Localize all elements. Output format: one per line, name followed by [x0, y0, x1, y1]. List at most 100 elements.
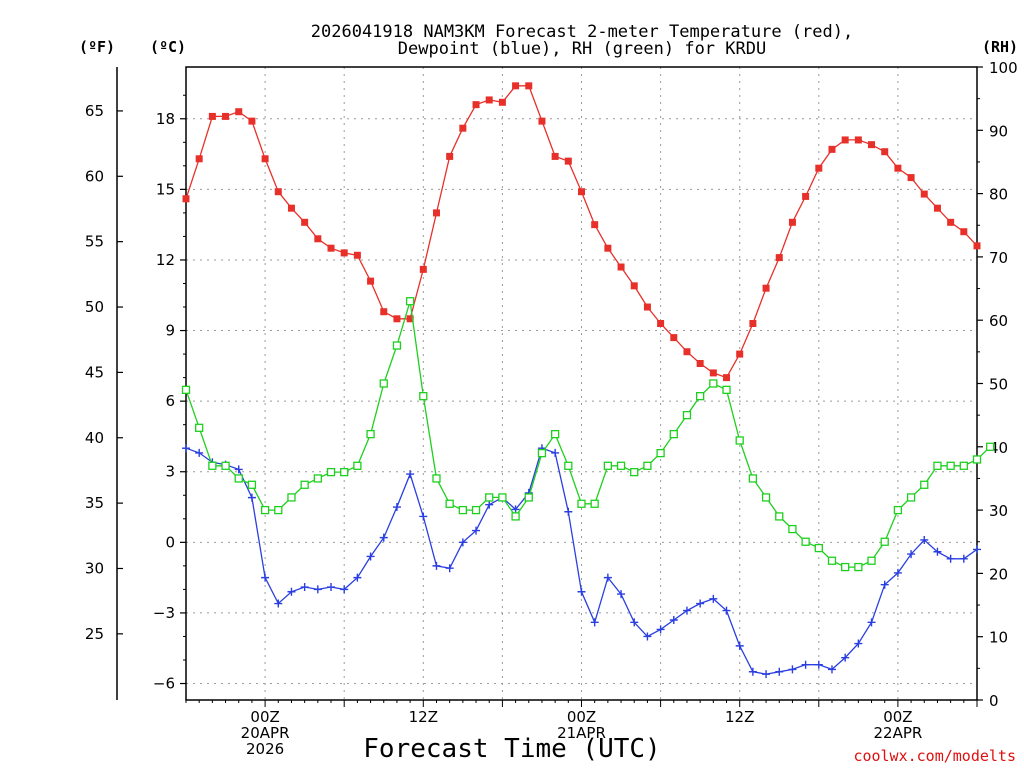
data-point: [392, 503, 401, 512]
data-point: [893, 568, 902, 577]
data-point: [590, 499, 599, 508]
data-point: [577, 587, 586, 596]
data-point: [775, 667, 784, 676]
rh-tick-label: 20: [989, 565, 1008, 583]
data-point: [313, 474, 322, 483]
rh-tick-label: 90: [989, 122, 1008, 140]
data-point: [181, 385, 191, 394]
celsius-tick-label: 15: [156, 180, 175, 198]
data-point: [906, 493, 916, 502]
data-point: [801, 537, 810, 546]
data-point: [630, 618, 639, 627]
data-point: [920, 480, 929, 489]
time-tick-label: 21APR: [557, 724, 606, 742]
data-point: [458, 538, 467, 547]
data-point: [353, 573, 362, 582]
data-point: [247, 480, 257, 489]
data-point: [630, 467, 639, 477]
data-point: [867, 556, 876, 565]
data-point: [301, 218, 309, 226]
data-point: [432, 209, 440, 217]
data-point: [459, 124, 467, 132]
data-point: [182, 444, 190, 453]
data-point: [986, 442, 995, 451]
data-point: [300, 583, 309, 592]
data-point: [749, 319, 757, 327]
data-point: [485, 493, 494, 502]
data-point: [946, 461, 955, 470]
data-point: [234, 474, 243, 483]
data-point: [432, 474, 441, 483]
data-point: [327, 244, 335, 252]
chart-title-line2: Dewpoint (blue), RH (green) for KRDU: [398, 39, 766, 59]
data-point: [775, 512, 784, 521]
fahrenheit-unit-label: (ºF): [79, 38, 115, 56]
data-point: [340, 585, 349, 594]
data-point: [366, 552, 375, 561]
data-point: [564, 461, 573, 470]
data-point: [511, 505, 520, 514]
data-point: [208, 112, 216, 120]
data-point: [814, 660, 823, 669]
data-point: [326, 467, 336, 477]
data-point: [761, 493, 771, 502]
data-point: [551, 448, 560, 457]
fahrenheit-tick-label: 35: [85, 494, 104, 512]
data-point: [485, 500, 494, 509]
data-point: [960, 228, 968, 236]
data-point: [748, 474, 758, 483]
rh-tick-label: 50: [989, 376, 1008, 394]
data-point: [314, 235, 322, 243]
data-point: [657, 319, 665, 327]
fahrenheit-tick-label: 55: [85, 233, 104, 251]
data-point: [973, 545, 981, 554]
data-point: [682, 606, 691, 615]
data-point: [578, 188, 585, 196]
rh-tick-label: 30: [989, 502, 1008, 520]
data-point: [392, 341, 402, 350]
data-point: [827, 556, 837, 565]
data-point: [419, 512, 428, 521]
data-point: [722, 385, 731, 394]
data-point: [841, 653, 850, 662]
data-point: [274, 505, 283, 515]
chart-title-line1: 2026041918 NAM3KM Forecast 2-meter Tempe…: [311, 22, 853, 42]
fahrenheit-tick-label: 65: [85, 102, 104, 120]
data-point: [616, 461, 626, 470]
data-point: [340, 467, 349, 477]
fahrenheit-tick-label: 50: [85, 298, 104, 316]
data-point: [538, 117, 546, 125]
data-point: [379, 533, 388, 542]
data-point: [972, 455, 982, 464]
data-point: [498, 98, 506, 106]
data-point: [802, 192, 810, 200]
data-point: [670, 334, 678, 342]
data-point: [261, 155, 269, 163]
data-point: [419, 392, 428, 401]
fahrenheit-tick-label: 40: [85, 429, 104, 447]
celsius-tick-label: 0: [165, 533, 175, 551]
time-tick-label: 00Z: [567, 708, 596, 726]
data-point: [907, 174, 915, 182]
data-point: [669, 615, 678, 624]
data-point: [327, 583, 336, 592]
data-point: [868, 141, 876, 149]
rh-tick-label: 60: [989, 312, 1008, 330]
data-point: [894, 164, 902, 172]
data-point: [617, 590, 626, 599]
data-point: [367, 277, 375, 285]
data-point: [379, 379, 388, 388]
data-point: [604, 244, 612, 252]
data-point: [446, 152, 454, 160]
celsius-tick-label: 18: [156, 110, 175, 128]
time-tick-label: 12Z: [409, 708, 438, 726]
data-point: [947, 218, 955, 226]
data-point: [880, 580, 889, 589]
data-point: [920, 190, 928, 198]
celsius-tick-label: −3: [153, 604, 175, 622]
data-point: [828, 145, 836, 153]
data-point: [406, 470, 415, 479]
